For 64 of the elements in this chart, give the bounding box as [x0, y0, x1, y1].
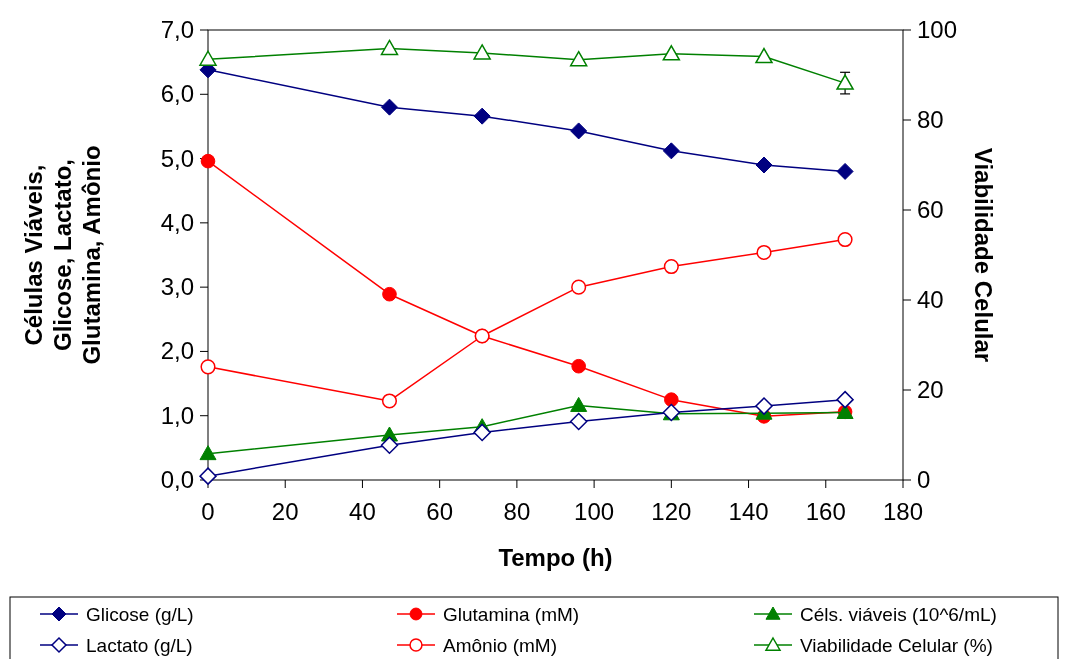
point: [571, 358, 586, 374]
x-tick-label: 120: [651, 498, 692, 525]
x-axis-title: Tempo (h): [498, 544, 613, 571]
point: [199, 50, 217, 66]
point: [836, 162, 854, 180]
point: [755, 47, 773, 64]
point: [473, 423, 491, 442]
y-tick-label: 1,0: [160, 401, 194, 429]
point: [836, 390, 854, 409]
point: [380, 436, 399, 455]
x-tick-label: 180: [882, 498, 924, 525]
y-tick-label: 4,0: [160, 208, 194, 236]
y2-tick-label: 0: [917, 466, 931, 493]
point: [569, 412, 588, 431]
x-tick-label: 0: [201, 498, 215, 525]
point: [569, 50, 588, 67]
x-tick-label: 140: [728, 498, 769, 525]
y2-tick-label: 60: [917, 196, 944, 223]
point: [473, 107, 491, 125]
point: [200, 359, 216, 375]
point: [837, 232, 853, 248]
x-tick-label: 80: [503, 498, 531, 525]
point: [570, 396, 588, 412]
point: [755, 156, 773, 174]
y-tick-label: 3,0: [160, 273, 194, 301]
x-tick-label: 160: [805, 498, 846, 525]
y-tick-label: 5,0: [160, 144, 194, 172]
legend-label: Glutamina (mM): [443, 604, 580, 625]
y2-tick-label: 20: [917, 376, 944, 403]
point: [199, 467, 217, 485]
point: [755, 397, 773, 415]
point: [382, 286, 397, 302]
y2-tick-label: 40: [917, 286, 944, 313]
point: [662, 142, 680, 160]
y2-axis-title: Viabilidade Celular: [970, 147, 997, 363]
point: [380, 39, 399, 56]
legend-label: Lactato (g/L): [86, 635, 193, 656]
legend-label: Viabilidade Celular (%): [800, 635, 993, 656]
point: [380, 98, 398, 116]
y-tick-label: 6,0: [160, 80, 194, 108]
point: [570, 122, 588, 140]
point: [664, 392, 679, 407]
point: [836, 74, 854, 90]
y2-tick-label: 100: [917, 16, 958, 43]
x-tick-label: 20: [271, 498, 299, 525]
legend-label: Céls. viáveis (10^6/mL): [800, 604, 997, 625]
y-tick-label: 2,0: [160, 337, 194, 365]
x-tick-label: 100: [574, 498, 615, 525]
y-axis-title: Células Viáveis, Glicose, Lactato, Glutamina, Amônio: [20, 145, 105, 365]
point: [756, 244, 772, 260]
point: [200, 153, 216, 169]
point: [662, 45, 681, 61]
y-tick-label: 0,0: [160, 466, 194, 493]
y-tick-label: 7,0: [160, 16, 194, 43]
legend-label: Amônio (mM): [443, 635, 558, 656]
x-tick-label: 40: [349, 498, 376, 525]
point: [663, 259, 679, 275]
legend-label: Glicose (g/L): [86, 604, 194, 625]
point: [571, 279, 587, 295]
point: [381, 393, 398, 409]
y2-tick-label: 80: [917, 106, 944, 133]
point: [199, 445, 217, 461]
point: [473, 44, 491, 60]
x-tick-label: 60: [426, 498, 454, 525]
